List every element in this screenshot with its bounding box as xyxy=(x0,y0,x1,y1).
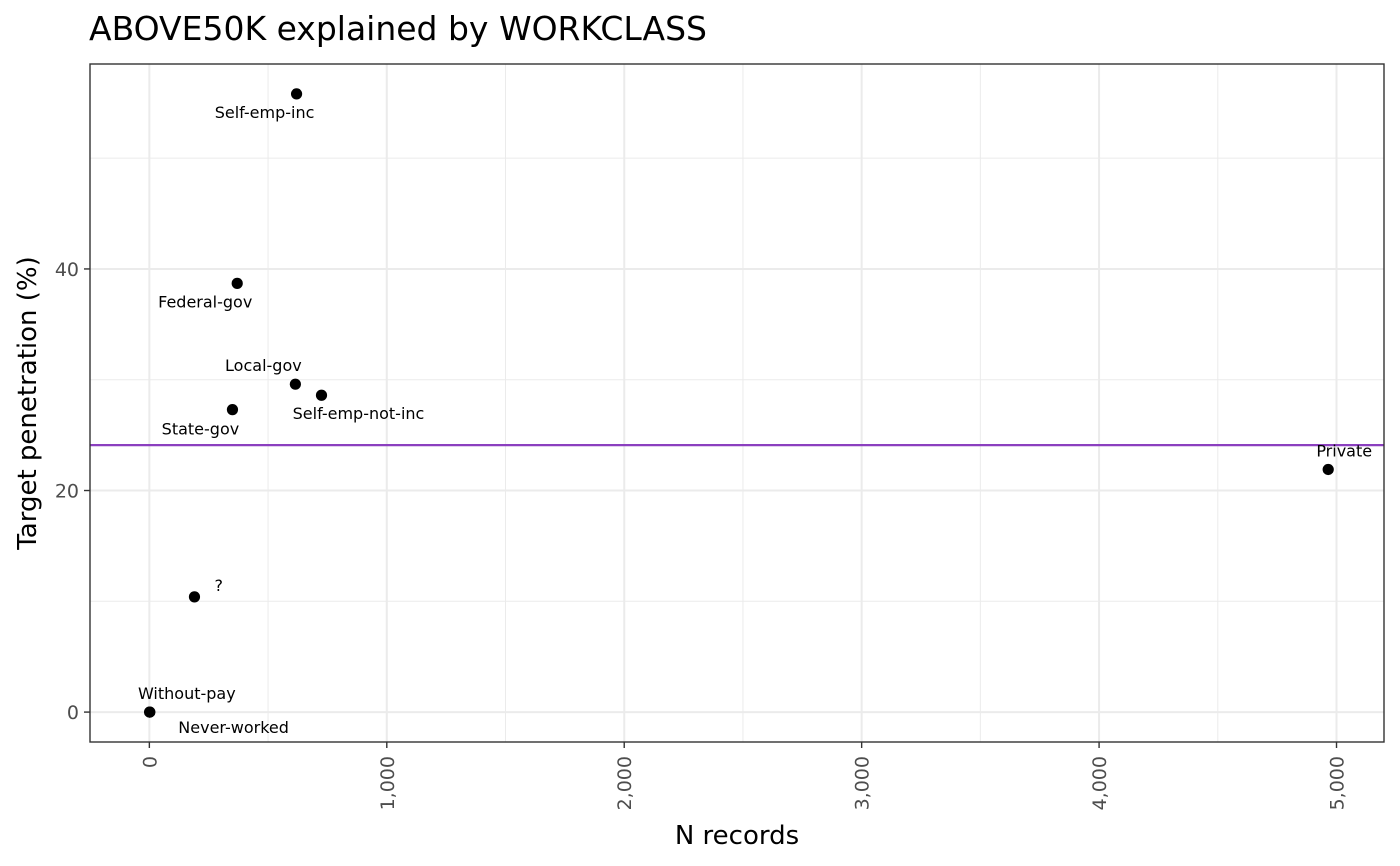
point-label: Federal-gov xyxy=(158,292,252,311)
data-point xyxy=(1322,463,1334,476)
data-point xyxy=(290,88,303,100)
chart-title: ABOVE50K explained by WORKCLASS xyxy=(89,9,707,48)
data-point xyxy=(226,404,239,416)
point-label: Private xyxy=(1316,441,1372,460)
x-tick-label: 5,000 xyxy=(1327,756,1349,810)
x-tick-label: 1,000 xyxy=(377,756,399,810)
panel-background xyxy=(90,64,1384,742)
point-label: State-gov xyxy=(162,420,240,439)
y-axis: 0 20 40 xyxy=(55,259,90,724)
point-label: Never-worked xyxy=(178,718,289,737)
y-tick-label: 0 xyxy=(67,702,79,724)
data-point xyxy=(143,706,156,718)
x-tick-label: 2,000 xyxy=(614,756,636,810)
y-tick-label: 20 xyxy=(55,481,79,503)
y-tick-label: 40 xyxy=(55,259,79,281)
data-point xyxy=(315,389,328,401)
y-axis-title: Target penetration (%) xyxy=(13,256,43,551)
x-tick-label: 0 xyxy=(139,756,161,768)
x-tick-label: 4,000 xyxy=(1089,756,1111,810)
point-label: Without-pay xyxy=(138,684,236,703)
x-axis-title: N records xyxy=(675,821,799,851)
data-point xyxy=(188,591,201,603)
x-tick-label: 3,000 xyxy=(852,756,874,810)
data-point xyxy=(289,378,301,390)
panel-border xyxy=(89,63,1385,743)
point-label: Local-gov xyxy=(225,356,302,375)
data-point xyxy=(231,277,243,289)
point-label: ? xyxy=(214,576,223,595)
point-label: Self-emp-not-inc xyxy=(293,404,425,423)
point-label: Self-emp-inc xyxy=(215,103,315,122)
plot-panel: Self-emp-inc Federal-gov Local-gov Self-emp… xyxy=(89,63,1385,743)
x-axis: 0 1,000 2,000 3,000 4,000 5,000 xyxy=(139,742,1349,810)
